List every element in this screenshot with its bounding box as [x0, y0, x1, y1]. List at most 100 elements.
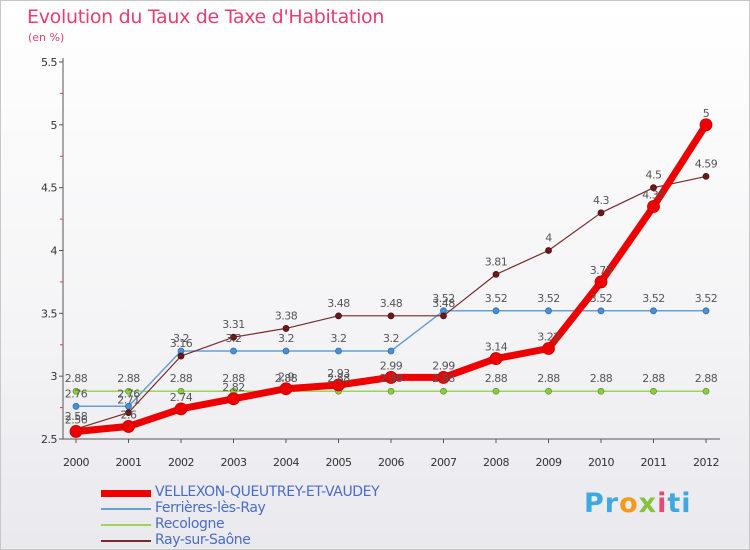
data-point [702, 172, 710, 180]
data-point [72, 402, 80, 410]
legend-label: Ray-sur-Saône [155, 532, 251, 548]
data-point [650, 184, 657, 192]
x-tick-label: 2002 [168, 456, 194, 469]
data-labels: 2.88 2.88 2.88 2.88 2.88 2.88 2.88 2.88 2.88 2.88… [65, 107, 718, 427]
data-point [650, 387, 657, 395]
data-point [489, 352, 503, 365]
data-label: 2.88 [485, 372, 508, 385]
data-point [545, 247, 552, 254]
data-label: 2.88 [222, 372, 245, 385]
data-point [702, 387, 710, 395]
chart-subtitle: (en %) [28, 31, 65, 44]
data-label: 3.48 [380, 297, 403, 310]
data-point [699, 118, 713, 132]
data-label: 2.76 [117, 387, 140, 400]
y-tick-label: 5.5 [41, 56, 57, 69]
legend-label: Recologne [155, 516, 225, 532]
data-point [227, 392, 240, 406]
data-point [594, 275, 608, 289]
x-tick-label: 2001 [116, 456, 142, 469]
data-point [545, 387, 552, 395]
data-point [650, 307, 657, 315]
data-label: 2.88 [432, 372, 455, 385]
data-label: 3.22 [537, 331, 560, 344]
data-point [542, 342, 555, 355]
legend-swatch [101, 540, 151, 542]
data-label: 3.75 [590, 264, 613, 277]
data-label: 3.52 [537, 292, 560, 305]
data-point [282, 325, 290, 332]
data-label: 3.2 [331, 332, 347, 345]
data-point [177, 352, 185, 360]
data-point [122, 420, 135, 433]
data-label: 2.9 [278, 371, 294, 384]
data-label: 3.81 [485, 255, 508, 268]
data-point [125, 409, 132, 417]
x-tick-label: 2010 [588, 456, 614, 469]
data-point [387, 387, 395, 395]
data-label: 3.52 [432, 292, 455, 305]
data-label: 3.2 [173, 332, 189, 345]
data-label: 3.16 [170, 337, 193, 350]
data-label: 3.48 [432, 297, 455, 310]
data-label: 2.74 [170, 391, 193, 404]
x-tick-label: 2004 [273, 456, 299, 469]
data-point [72, 387, 80, 395]
data-point [177, 387, 185, 395]
data-label: 2.88 [327, 372, 350, 385]
data-label: 2.99 [432, 359, 455, 372]
data-label: 2.82 [222, 381, 245, 394]
data-point [492, 387, 500, 395]
data-label: 2.56 [65, 413, 88, 426]
data-label: 2.88 [170, 372, 193, 385]
data-label: 2.88 [117, 372, 140, 385]
chart-title: Evolution du Taux de Taxe d'Habitation [27, 6, 385, 28]
legend-swatch [101, 524, 151, 526]
data-point [387, 312, 395, 320]
legend-swatch [101, 508, 151, 510]
legend-label: VELLEXON-QUEUTREY-ET-VAUDEY [155, 484, 380, 500]
x-tick-label: 2003 [221, 456, 247, 469]
data-label: 3.52 [590, 292, 613, 305]
data-label: 3.52 [642, 292, 665, 305]
data-label: 2.88 [642, 372, 665, 385]
data-point [440, 312, 447, 320]
data-label: 2.99 [380, 359, 403, 372]
data-label: 3.2 [226, 332, 242, 345]
data-label: 2.88 [65, 372, 88, 385]
data-label: 2.93 [327, 367, 350, 380]
data-label: 5 [703, 107, 710, 120]
data-point [597, 387, 605, 395]
data-point [702, 307, 710, 315]
series-layer [69, 118, 713, 438]
data-point [282, 347, 290, 355]
data-point [597, 307, 605, 315]
data-label: 2.58 [65, 410, 88, 423]
data-point [440, 387, 447, 395]
data-point [492, 307, 500, 315]
data-point [387, 347, 395, 355]
x-tick-label: 2005 [326, 456, 352, 469]
data-label: 3.48 [327, 297, 350, 310]
data-label: 2.88 [590, 372, 613, 385]
data-point [647, 200, 660, 213]
data-label: 3.2 [383, 332, 399, 345]
data-label: 2.88 [275, 372, 298, 385]
data-label: 4.3 [593, 194, 609, 207]
legend-label: Ferrières-lès-Ray [155, 500, 266, 516]
data-point [230, 333, 237, 341]
x-tick-label: 2009 [536, 456, 562, 469]
legend-swatch [101, 489, 151, 497]
data-label: 2.88 [537, 372, 560, 385]
x-tick-label: 2011 [641, 456, 667, 469]
x-tick-label: 2007 [431, 456, 457, 469]
data-label: 2.71 [117, 394, 140, 407]
data-point [384, 371, 398, 384]
data-point [335, 312, 342, 320]
y-tick-label: 2.5 [41, 433, 57, 446]
x-tick-label: 2012 [693, 456, 719, 469]
data-point [492, 270, 500, 278]
proxiti-logo: Proxiti [584, 488, 692, 519]
